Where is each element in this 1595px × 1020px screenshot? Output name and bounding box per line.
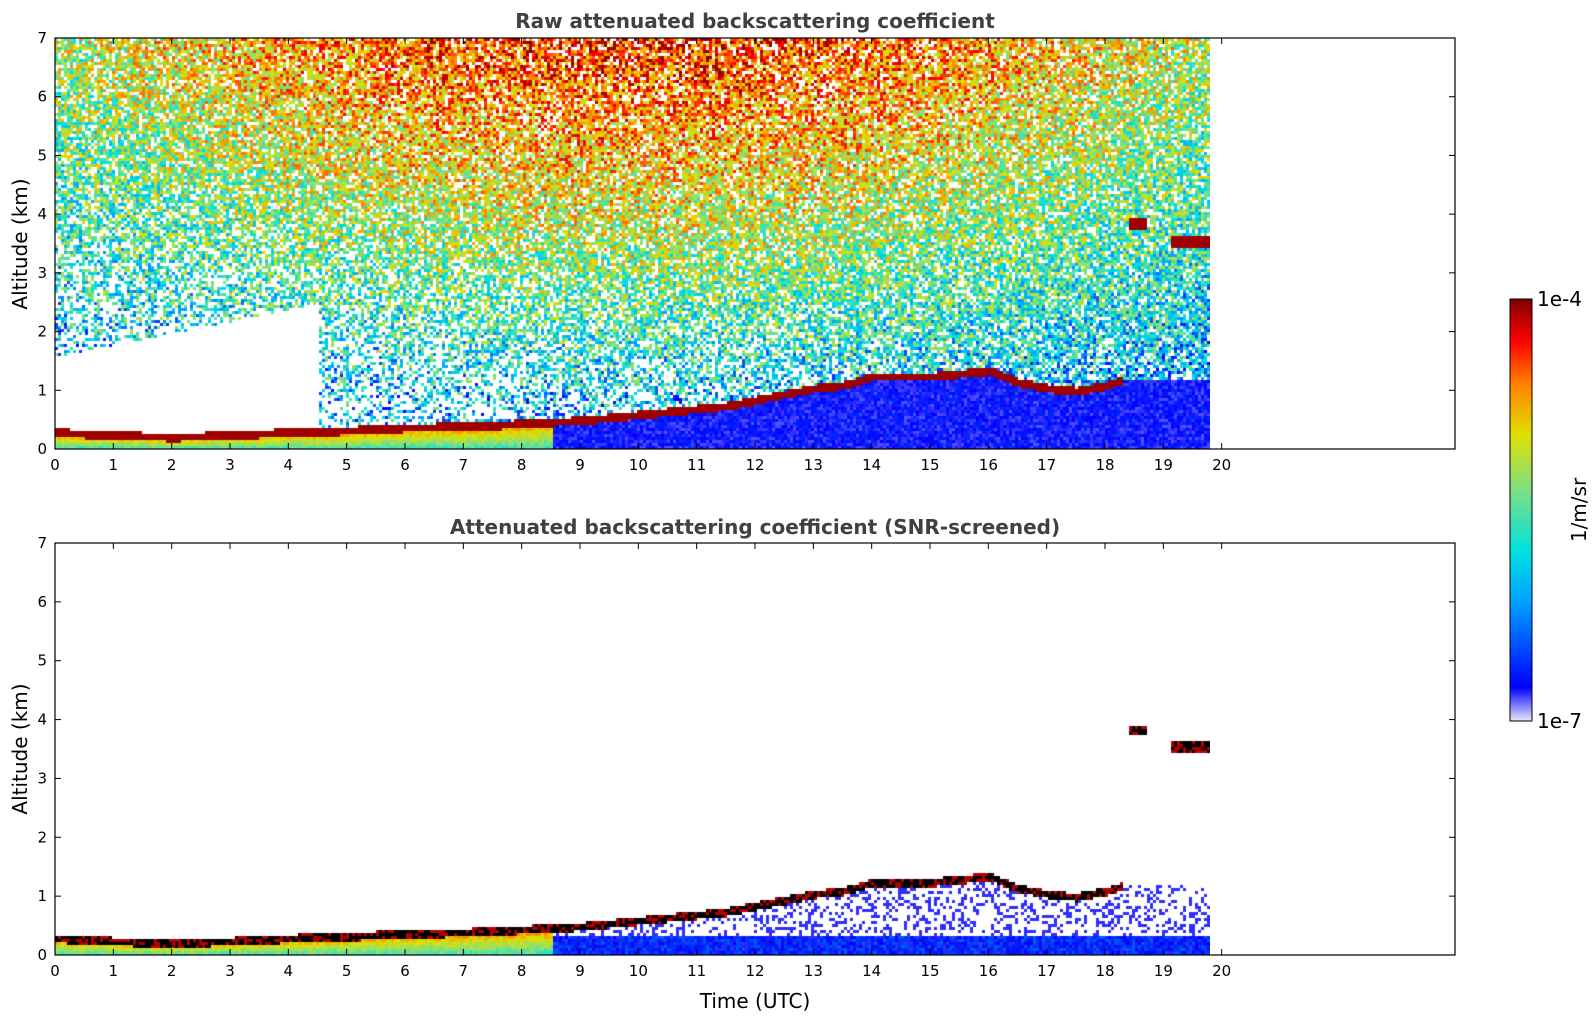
- y-tick-label: 5: [37, 652, 47, 670]
- x-tick-label: 13: [804, 962, 823, 980]
- x-tick-label: 6: [400, 962, 410, 980]
- x-tick-label: 4: [284, 456, 294, 474]
- y-tick-label: 1: [37, 887, 47, 905]
- screened-backscatter-panel: Attenuated backscattering coefficient (S…: [8, 515, 1456, 1013]
- x-tick-label: 14: [862, 962, 881, 980]
- x-tick-label: 4: [284, 962, 294, 980]
- chart-title: Raw attenuated backscattering coefficien…: [515, 9, 995, 33]
- y-axis-label: Altitude (km): [8, 178, 32, 309]
- x-tick-label: 7: [459, 962, 469, 980]
- y-tick-label: 0: [37, 946, 47, 964]
- y-tick-label: 3: [37, 264, 47, 282]
- x-tick-label: 8: [517, 456, 527, 474]
- y-tick-label: 4: [37, 711, 47, 729]
- heatmap-image: [55, 543, 1210, 955]
- x-tick-label: 9: [575, 456, 585, 474]
- x-axis: 0 1 2 3 4 5 6 7 8 9 10 11 12 13 14 15 16 17 18 19 20: [50, 38, 1231, 474]
- x-tick-label: 11: [687, 456, 706, 474]
- x-tick-label: 7: [459, 456, 469, 474]
- x-tick-label: 17: [1037, 456, 1056, 474]
- x-tick-label: 2: [167, 962, 177, 980]
- y-tick-label: 3: [37, 769, 47, 787]
- y-tick-label: 7: [37, 534, 47, 552]
- x-tick-label: 16: [979, 456, 998, 474]
- x-tick-label: 0: [50, 456, 60, 474]
- raw-backscatter-panel: Raw attenuated backscattering coefficien…: [8, 9, 1456, 474]
- x-tick-label: 13: [804, 456, 823, 474]
- x-tick-label: 8: [517, 962, 527, 980]
- x-tick-label: 19: [1154, 456, 1173, 474]
- x-tick-label: 6: [400, 456, 410, 474]
- x-axis: 0 1 2 3 4 5 6 7 8 9 10 11 12 13 14 15 16 17 18 19 20: [50, 543, 1231, 980]
- x-tick-label: 14: [862, 456, 881, 474]
- x-tick-label: 5: [342, 456, 352, 474]
- x-axis-label: Time (UTC): [699, 989, 811, 1013]
- x-tick-label: 20: [1212, 962, 1231, 980]
- colorbar-max-label: 1e-4: [1537, 287, 1582, 311]
- x-tick-label: 20: [1212, 456, 1231, 474]
- x-tick-label: 0: [50, 962, 60, 980]
- colorbar: 1e-4 1e-7 1/m/sr: [1509, 287, 1591, 733]
- x-tick-label: 12: [745, 962, 764, 980]
- heatmap-raster: [55, 38, 1210, 449]
- x-tick-label: 18: [1095, 456, 1114, 474]
- y-tick-label: 0: [37, 440, 47, 458]
- y-axis: 0 1 2 3 4 5 6 7: [37, 29, 1455, 458]
- y-tick-label: 5: [37, 146, 47, 164]
- y-axis: 0 1 2 3 4 5 6 7: [37, 534, 1455, 964]
- y-tick-label: 4: [37, 205, 47, 223]
- x-tick-label: 5: [342, 962, 352, 980]
- y-tick-label: 7: [37, 29, 47, 47]
- colorbar-gradient: [1509, 298, 1533, 722]
- chart-title: Attenuated backscattering coefficient (S…: [450, 515, 1060, 539]
- colorbar-min-label: 1e-7: [1537, 709, 1582, 733]
- y-tick-label: 6: [37, 88, 47, 106]
- y-tick-label: 1: [37, 381, 47, 399]
- x-tick-label: 10: [629, 456, 648, 474]
- y-tick-label: 2: [37, 828, 47, 846]
- heatmap-image: [55, 38, 1210, 449]
- x-tick-label: 11: [687, 962, 706, 980]
- x-tick-label: 12: [745, 456, 764, 474]
- colorbar-unit-label: 1/m/sr: [1567, 477, 1591, 542]
- x-tick-label: 17: [1037, 962, 1056, 980]
- x-tick-label: 1: [109, 456, 119, 474]
- y-tick-label: 2: [37, 323, 47, 341]
- x-tick-label: 3: [225, 962, 235, 980]
- y-axis-label: Altitude (km): [8, 683, 32, 814]
- x-tick-label: 2: [167, 456, 177, 474]
- x-tick-label: 3: [225, 456, 235, 474]
- x-tick-label: 1: [109, 962, 119, 980]
- y-tick-label: 6: [37, 593, 47, 611]
- x-tick-label: 15: [920, 456, 939, 474]
- x-tick-label: 18: [1095, 962, 1114, 980]
- heatmap-raster: [55, 543, 1210, 955]
- x-tick-label: 9: [575, 962, 585, 980]
- x-tick-label: 10: [629, 962, 648, 980]
- x-tick-label: 15: [920, 962, 939, 980]
- x-tick-label: 19: [1154, 962, 1173, 980]
- x-tick-label: 16: [979, 962, 998, 980]
